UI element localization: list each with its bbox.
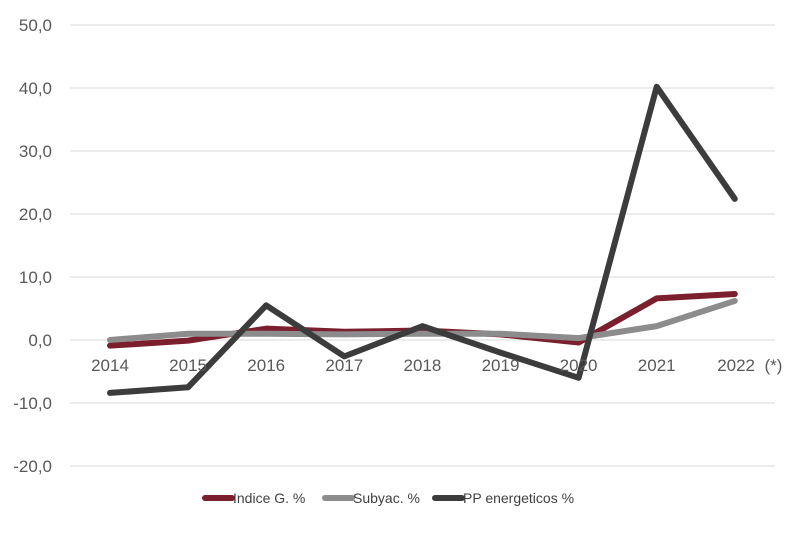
series-line-0 [107,291,738,349]
x-tick-label: 2017 [325,356,363,375]
legend-label: Indice G. % [233,490,305,506]
gridlines [70,24,775,467]
legend-label: Subyac. % [353,490,420,506]
series-lines [107,83,738,396]
x-axis-ticks: 2014 2015 2016 2017 2018 2019 2020 2021 2022 (*) [91,356,782,375]
x-tick-label: 2015 [169,356,207,375]
y-tick-label: 30,0 [19,142,52,161]
y-tick-label: 0,0 [28,331,52,350]
x-tick-label: 2019 [482,356,520,375]
x-tick-label: 2016 [247,356,285,375]
x-tick-label: 2022 (*) [717,356,782,375]
y-tick-label: 40,0 [19,79,52,98]
y-tick-label: 50,0 [19,16,52,35]
series-line-1 [107,297,738,343]
y-tick-label: 10,0 [19,268,52,287]
y-tick-label: -20,0 [13,457,52,476]
y-axis-ticks: 50,0 40,0 30,0 20,0 10,0 0,0 -10,0 -20,0 [13,16,52,476]
legend-label: PP energeticos % [463,490,574,506]
x-tick-label: 2020 [560,356,598,375]
y-tick-label: -10,0 [13,394,52,413]
legend: Indice G. % Subyac. % PP energeticos % [202,490,574,506]
x-tick-label: 2018 [403,356,441,375]
y-tick-label: 20,0 [19,205,52,224]
x-tick-label: 2014 [91,356,129,375]
series-line-2 [107,83,738,396]
x-tick-label: 2021 [638,356,676,375]
